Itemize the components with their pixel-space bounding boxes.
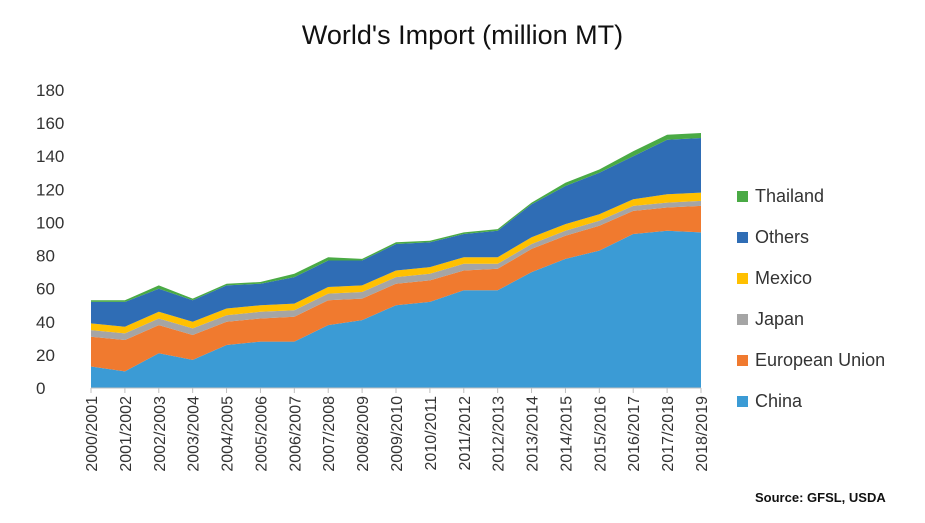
legend-swatch xyxy=(737,232,748,243)
x-tick-label: 2000/2001 xyxy=(84,396,101,472)
x-tick-label: 2008/2009 xyxy=(355,396,372,472)
legend-swatch xyxy=(737,355,748,366)
y-tick-label: 140 xyxy=(36,147,64,166)
x-tick-label: 2001/2002 xyxy=(118,396,135,472)
y-tick-label: 60 xyxy=(36,280,55,299)
x-tick-label: 2018/2019 xyxy=(694,396,711,472)
area-others xyxy=(91,138,701,327)
y-tick-label: 20 xyxy=(36,346,55,365)
x-tick-label: 2007/2008 xyxy=(321,396,338,472)
legend-swatch xyxy=(737,273,748,284)
x-tick-label: 2005/2006 xyxy=(253,396,270,472)
x-tick-label: 2016/2017 xyxy=(626,396,643,472)
x-tick-label: 2004/2005 xyxy=(220,396,237,472)
x-tick-label: 2013/2014 xyxy=(525,396,542,472)
x-tick-label: 2006/2007 xyxy=(287,396,304,472)
y-tick-label: 40 xyxy=(36,313,55,332)
legend-label: Others xyxy=(755,227,810,247)
x-tick-label: 2009/2010 xyxy=(389,396,406,472)
legend-label: China xyxy=(755,391,803,411)
x-tick-label: 2010/2011 xyxy=(423,396,440,471)
area-thailand xyxy=(91,133,701,302)
source-note: Source: GFSL, USDA xyxy=(755,490,886,505)
x-tick-label: 2017/2018 xyxy=(660,396,677,472)
y-tick-label: 160 xyxy=(36,114,64,133)
y-tick-label: 180 xyxy=(36,81,64,100)
area-japan xyxy=(91,200,701,340)
y-tick-label: 100 xyxy=(36,213,64,232)
area-european-union xyxy=(91,205,701,372)
legend: Thailand Others Mexico Japan European Union C… xyxy=(737,176,885,422)
legend-item-japan: Japan xyxy=(737,299,885,340)
chart-title: World's Import (million MT) xyxy=(301,20,624,50)
legend-item-others: Others xyxy=(737,217,885,258)
legend-label: Japan xyxy=(755,309,805,329)
legend-label: Thailand xyxy=(755,186,825,206)
x-tick-label: 2003/2004 xyxy=(186,396,203,472)
legend-item-mexico: Mexico xyxy=(737,258,885,299)
legend-swatch xyxy=(737,396,748,407)
area-china xyxy=(91,230,701,388)
x-tick-label: 2011/2012 xyxy=(457,396,474,471)
legend-item-china: China xyxy=(737,381,885,422)
x-tick-label: 2012/2013 xyxy=(491,396,508,472)
x-tick-label: 2002/2003 xyxy=(152,396,169,472)
legend-swatch xyxy=(737,314,748,325)
legend-item-thailand: Thailand xyxy=(737,176,885,217)
area-mexico xyxy=(91,192,701,334)
y-tick-label: 0 xyxy=(36,379,45,398)
legend-swatch xyxy=(737,191,748,202)
legend-label: European Union xyxy=(755,350,886,370)
x-tick-label: 2015/2016 xyxy=(592,396,609,472)
legend-item-european-union: European Union xyxy=(737,340,885,381)
legend-label: Mexico xyxy=(755,268,813,288)
y-tick-label: 80 xyxy=(36,247,55,266)
x-tick-label: 2014/2015 xyxy=(558,396,575,472)
y-tick-label: 120 xyxy=(36,180,64,199)
